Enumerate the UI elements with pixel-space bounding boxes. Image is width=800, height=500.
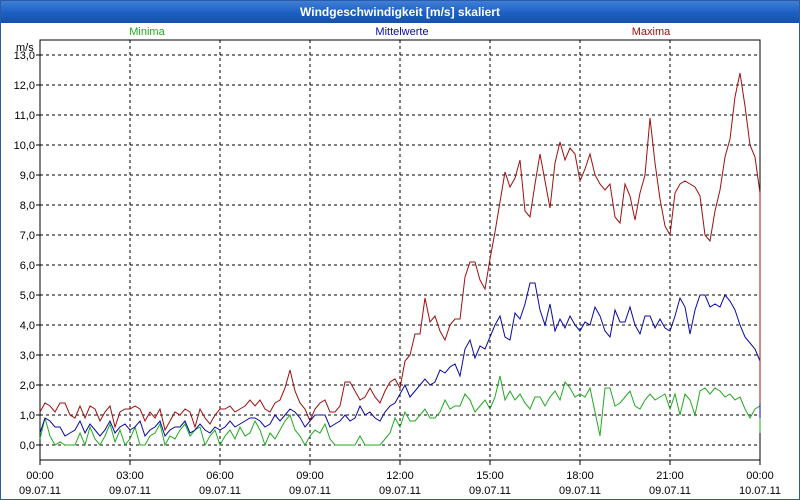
x-tick-date: 09.07.11 xyxy=(379,485,421,497)
y-tick-label: 4,0 xyxy=(20,320,35,332)
x-tick-time: 00:00 xyxy=(26,470,54,482)
y-tick-label: 12,0 xyxy=(14,80,35,92)
x-tick-date: 09.07.11 xyxy=(109,485,151,497)
y-tick-label: 7,0 xyxy=(20,230,35,242)
legend: Minima Mittelwerte Maxima xyxy=(129,26,671,38)
y-tick-label: 11,0 xyxy=(14,110,35,122)
y-tick-label: 13,0 xyxy=(14,50,35,62)
chart-title: Windgeschwindigkeit [m/s] skaliert xyxy=(1,1,799,23)
x-tick-date: 10.07.11 xyxy=(739,485,781,497)
legend-entry: Maxima xyxy=(632,26,671,38)
y-tick-label: 9,0 xyxy=(20,170,35,182)
y-tick-label: 3,0 xyxy=(20,350,35,362)
x-tick-time: 18:00 xyxy=(566,470,594,482)
y-tick-label: 1,0 xyxy=(20,410,35,422)
x-tick-date: 09.07.11 xyxy=(469,485,511,497)
y-tick-label: 6,0 xyxy=(20,260,35,272)
legend-entry: Minima xyxy=(129,26,165,38)
y-tick-label: 8,0 xyxy=(20,200,35,212)
y-tick-label: 2,0 xyxy=(20,380,35,392)
y-tick-label: 0,0 xyxy=(20,440,35,452)
x-tick-time: 12:00 xyxy=(386,470,414,482)
x-tick-date: 09.07.11 xyxy=(19,485,61,497)
legend-entry: Mittelwerte xyxy=(375,26,428,38)
x-tick-date: 09.07.11 xyxy=(559,485,601,497)
x-tick-time: 09:00 xyxy=(296,470,324,482)
grid-lines xyxy=(40,40,760,460)
series-lines xyxy=(39,72,761,447)
series-line-maxima xyxy=(39,72,761,432)
x-tick-time: 15:00 xyxy=(476,470,504,482)
x-tick-time: 06:00 xyxy=(206,470,234,482)
y-axis-ticks: 0,0 1,0 2,0 3,0 4,0 5,0 6,0 7,0 8,0 9,0 10,0 11,0 12… xyxy=(14,50,40,452)
x-tick-time: 00:00 xyxy=(746,470,774,482)
x-tick-date: 09.07.11 xyxy=(289,485,331,497)
y-tick-label: 5,0 xyxy=(20,290,35,302)
x-tick-date: 09.07.11 xyxy=(649,485,691,497)
x-axis-ticks: 00:00 09.07.11 03:00 09.07.11 06:00 09.07.11 0… xyxy=(19,460,781,497)
x-tick-time: 21:00 xyxy=(656,470,684,482)
y-tick-label: 10,0 xyxy=(14,140,35,152)
x-tick-time: 03:00 xyxy=(116,470,144,482)
x-tick-date: 09.07.11 xyxy=(199,485,241,497)
y-axis-label: m/s xyxy=(16,42,34,54)
